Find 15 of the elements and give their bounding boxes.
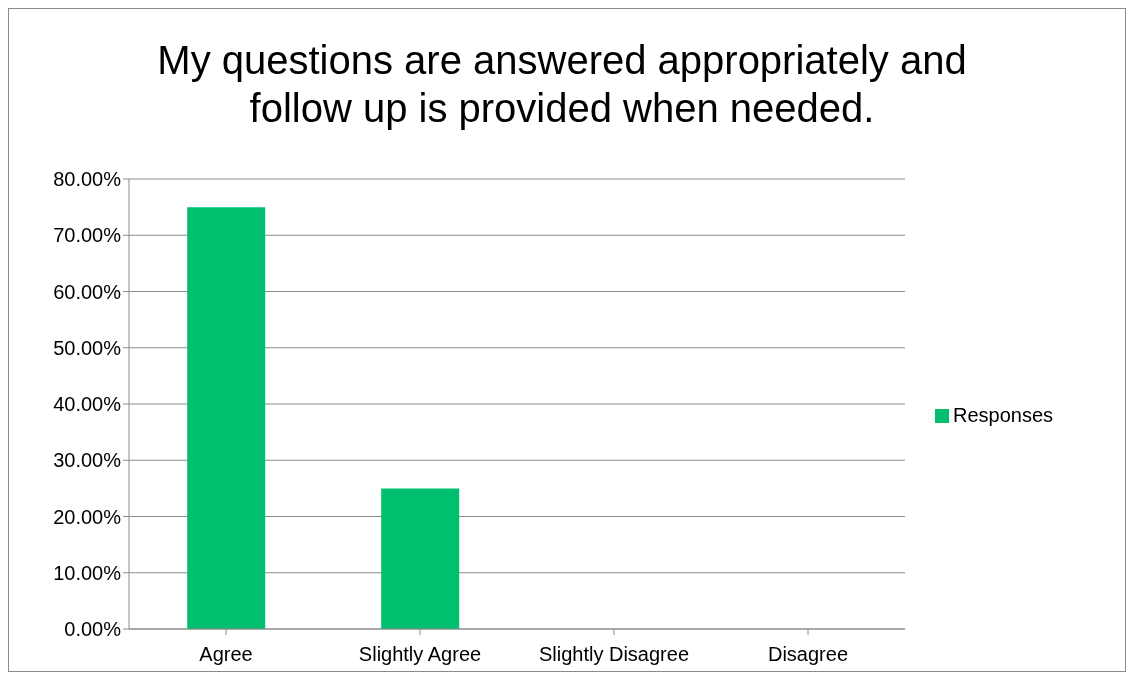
- x-tick-label: Slightly Disagree: [538, 643, 690, 666]
- y-tick-label: 40.00%: [53, 393, 122, 416]
- y-tick-label: 50.00%: [53, 336, 122, 359]
- y-tick-label: 20.00%: [53, 505, 122, 528]
- x-tick-label: Agree: [199, 643, 253, 666]
- y-tick-label: 60.00%: [53, 280, 122, 303]
- y-tick-label: 30.00%: [53, 449, 122, 472]
- x-tick-label: Disagree: [767, 643, 849, 666]
- y-tick-label: 80.00%: [53, 168, 122, 191]
- x-tick-label: Slightly Agree: [358, 643, 482, 666]
- y-tick-label: 10.00%: [53, 561, 122, 584]
- y-tick-label: 0.00%: [64, 618, 122, 641]
- chart-title: My questions are answered appropriately and follow up is provided when needed.: [156, 37, 968, 132]
- legend-label: Responses: [953, 403, 1054, 426]
- y-tick-label: 70.00%: [53, 224, 122, 247]
